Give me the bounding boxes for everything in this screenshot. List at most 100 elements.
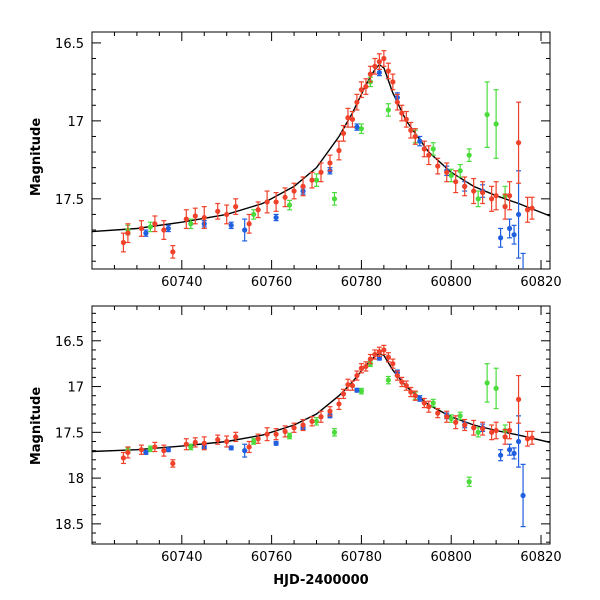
green-data-point: [493, 121, 499, 127]
top-panel-series-green: [125, 76, 508, 236]
red-data-point: [506, 193, 513, 199]
red-data-point: [412, 393, 418, 399]
green-data-point: [385, 107, 391, 113]
top-panel: Magnitude 60740 60760 60780 60800 60820 16.5 1…: [29, 31, 562, 290]
bottom-panel-xtick-label: 60780: [341, 550, 382, 565]
red-data-point: [435, 163, 441, 169]
bottom-panel-xtick-label: 60760: [251, 550, 292, 565]
green-data-point: [493, 385, 499, 391]
red-data-point: [471, 188, 477, 194]
red-data-point: [524, 207, 531, 213]
blue-data-point: [143, 230, 149, 236]
red-data-point: [192, 213, 198, 219]
red-data-point: [403, 383, 409, 389]
red-data-point: [340, 130, 347, 136]
red-data-point: [376, 59, 382, 65]
top-panel-xtick-label: 60820: [520, 275, 561, 290]
red-data-point: [125, 230, 131, 236]
blue-data-point: [417, 138, 423, 144]
red-data-point: [453, 179, 459, 185]
green-data-point: [313, 177, 320, 183]
top-panel-model-curve: [92, 63, 550, 233]
red-data-point: [453, 419, 459, 425]
red-data-point: [120, 455, 127, 461]
bottom-panel-ytick-label: 18.5: [55, 518, 84, 533]
top-panel-frame: [91, 31, 551, 270]
blue-data-point: [506, 447, 513, 453]
top-panel-xtick-label: 60740: [161, 275, 202, 290]
red-data-point: [291, 425, 297, 431]
top-panel-ytick-label: 17: [67, 115, 84, 130]
red-data-point: [201, 214, 207, 221]
red-data-point: [358, 87, 365, 93]
red-data-point: [246, 221, 252, 227]
red-data-point: [183, 441, 189, 447]
bottom-panel-ytick-label: 18: [67, 472, 84, 487]
red-data-point: [215, 437, 221, 443]
red-data-point: [354, 372, 360, 379]
bottom-panel: Magnitude HJD-2400000 60740 60760 60780 608…: [29, 305, 562, 588]
red-data-point: [138, 225, 144, 232]
green-data-point: [475, 429, 481, 435]
red-data-point: [300, 183, 306, 189]
red-data-point: [161, 227, 167, 233]
top-panel-xtick-label: 60800: [431, 275, 472, 290]
bottom-panel-series-blue: [143, 355, 526, 528]
blue-data-point: [273, 214, 279, 221]
blue-data-point: [515, 438, 522, 445]
red-data-point: [435, 410, 441, 416]
bottom-panel-series-green: [125, 360, 508, 487]
red-data-point: [421, 400, 427, 406]
green-data-point: [331, 429, 338, 435]
green-data-point: [313, 418, 320, 424]
red-data-point: [367, 356, 373, 362]
red-data-point: [264, 431, 270, 437]
green-data-point: [188, 221, 194, 227]
red-data-point: [233, 204, 239, 210]
red-data-point: [489, 429, 495, 435]
red-data-point: [282, 428, 288, 435]
green-data-point: [466, 152, 472, 158]
red-data-point: [390, 361, 396, 367]
red-data-point: [372, 63, 378, 69]
red-data-point: [327, 408, 333, 414]
red-data-point: [358, 365, 365, 371]
red-data-point: [120, 239, 127, 246]
bottom-panel-xtick-label: 60740: [161, 550, 202, 565]
red-data-point: [444, 414, 450, 420]
bottom-panel-plot-area: [92, 344, 550, 528]
green-data-point: [475, 196, 481, 202]
red-data-point: [385, 68, 391, 74]
blue-data-point: [498, 452, 504, 458]
red-data-point: [336, 147, 342, 154]
blue-data-point: [273, 440, 279, 446]
green-data-point: [286, 202, 293, 208]
red-data-point: [363, 363, 369, 370]
red-data-point: [318, 169, 324, 175]
red-data-point: [233, 434, 239, 440]
red-data-point: [152, 444, 158, 450]
red-data-point: [529, 435, 535, 441]
top-panel-plot-area: [92, 50, 550, 269]
red-data-point: [291, 188, 297, 194]
bottom-panel-ytick-label: 17.5: [55, 426, 84, 441]
red-data-point: [192, 439, 198, 445]
green-data-point: [448, 172, 454, 179]
red-data-point: [489, 196, 495, 202]
red-data-point: [480, 189, 486, 196]
red-data-point: [309, 418, 315, 424]
red-data-point: [506, 427, 513, 434]
red-data-point: [215, 208, 221, 214]
top-panel-xtick-label: 60760: [251, 275, 292, 290]
green-data-point: [358, 126, 365, 132]
red-data-point: [201, 440, 207, 446]
green-data-point: [286, 433, 293, 439]
red-data-point: [161, 448, 167, 454]
red-data-point: [502, 204, 508, 210]
blue-data-point: [143, 449, 149, 456]
red-data-point: [444, 169, 450, 175]
red-data-point: [255, 436, 261, 442]
top-panel-series-red: [120, 50, 535, 259]
top-panel-ylabel: Magnitude: [29, 118, 44, 197]
red-data-point: [170, 460, 176, 467]
